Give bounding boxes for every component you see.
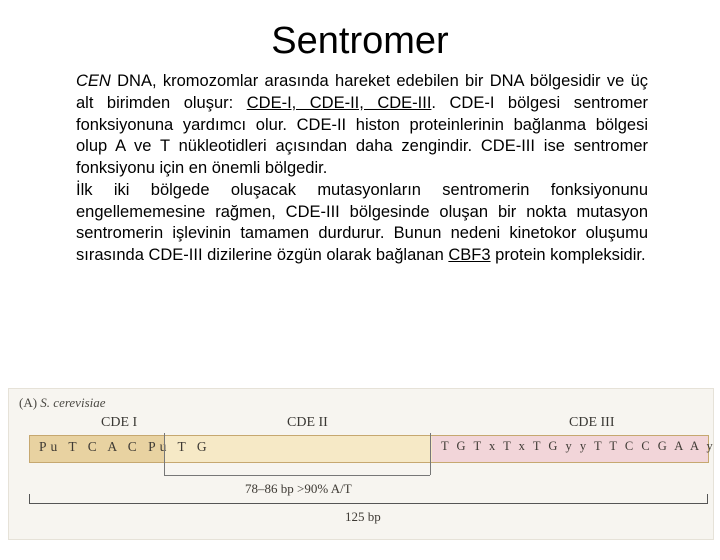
page-title: Sentromer (0, 20, 720, 63)
cbf3-underline: CBF3 (448, 246, 490, 264)
full-span-bracket (29, 503, 708, 504)
cde1-label: CDE I (101, 415, 137, 431)
bp-label: 125 bp (345, 509, 381, 525)
panel-label: (A) S. cerevisiae (19, 395, 106, 411)
seq-cde1: Pu T C A C Pu T G (39, 439, 211, 455)
p2c: protein kompleksidir. (491, 246, 646, 264)
centromere-diagram: (A) S. cerevisiae CDE I CDE II CDE III P… (8, 388, 714, 540)
tick-left (164, 433, 165, 475)
panel-a: (A) (19, 395, 40, 410)
cde3-label: CDE III (569, 415, 615, 431)
cde2-label: CDE II (287, 415, 328, 431)
paragraph-2: İlk iki bölgede oluşacak mutasyonların s… (76, 180, 648, 267)
cen-italic: CEN (76, 72, 111, 90)
paragraph-1: CEN DNA, kromozomlar arasında hareket ed… (76, 71, 648, 180)
cde-list-underline: CDE-I, CDE-II, CDE-III (247, 94, 432, 112)
tick-right (430, 433, 431, 475)
species-name: S. cerevisiae (40, 395, 105, 410)
at-content-label: 78–86 bp >90% A/T (245, 481, 352, 497)
cde2-bracket (164, 475, 430, 476)
seq-cde3: T G T x T x T G y y T T C C G A A y y y … (441, 439, 720, 454)
